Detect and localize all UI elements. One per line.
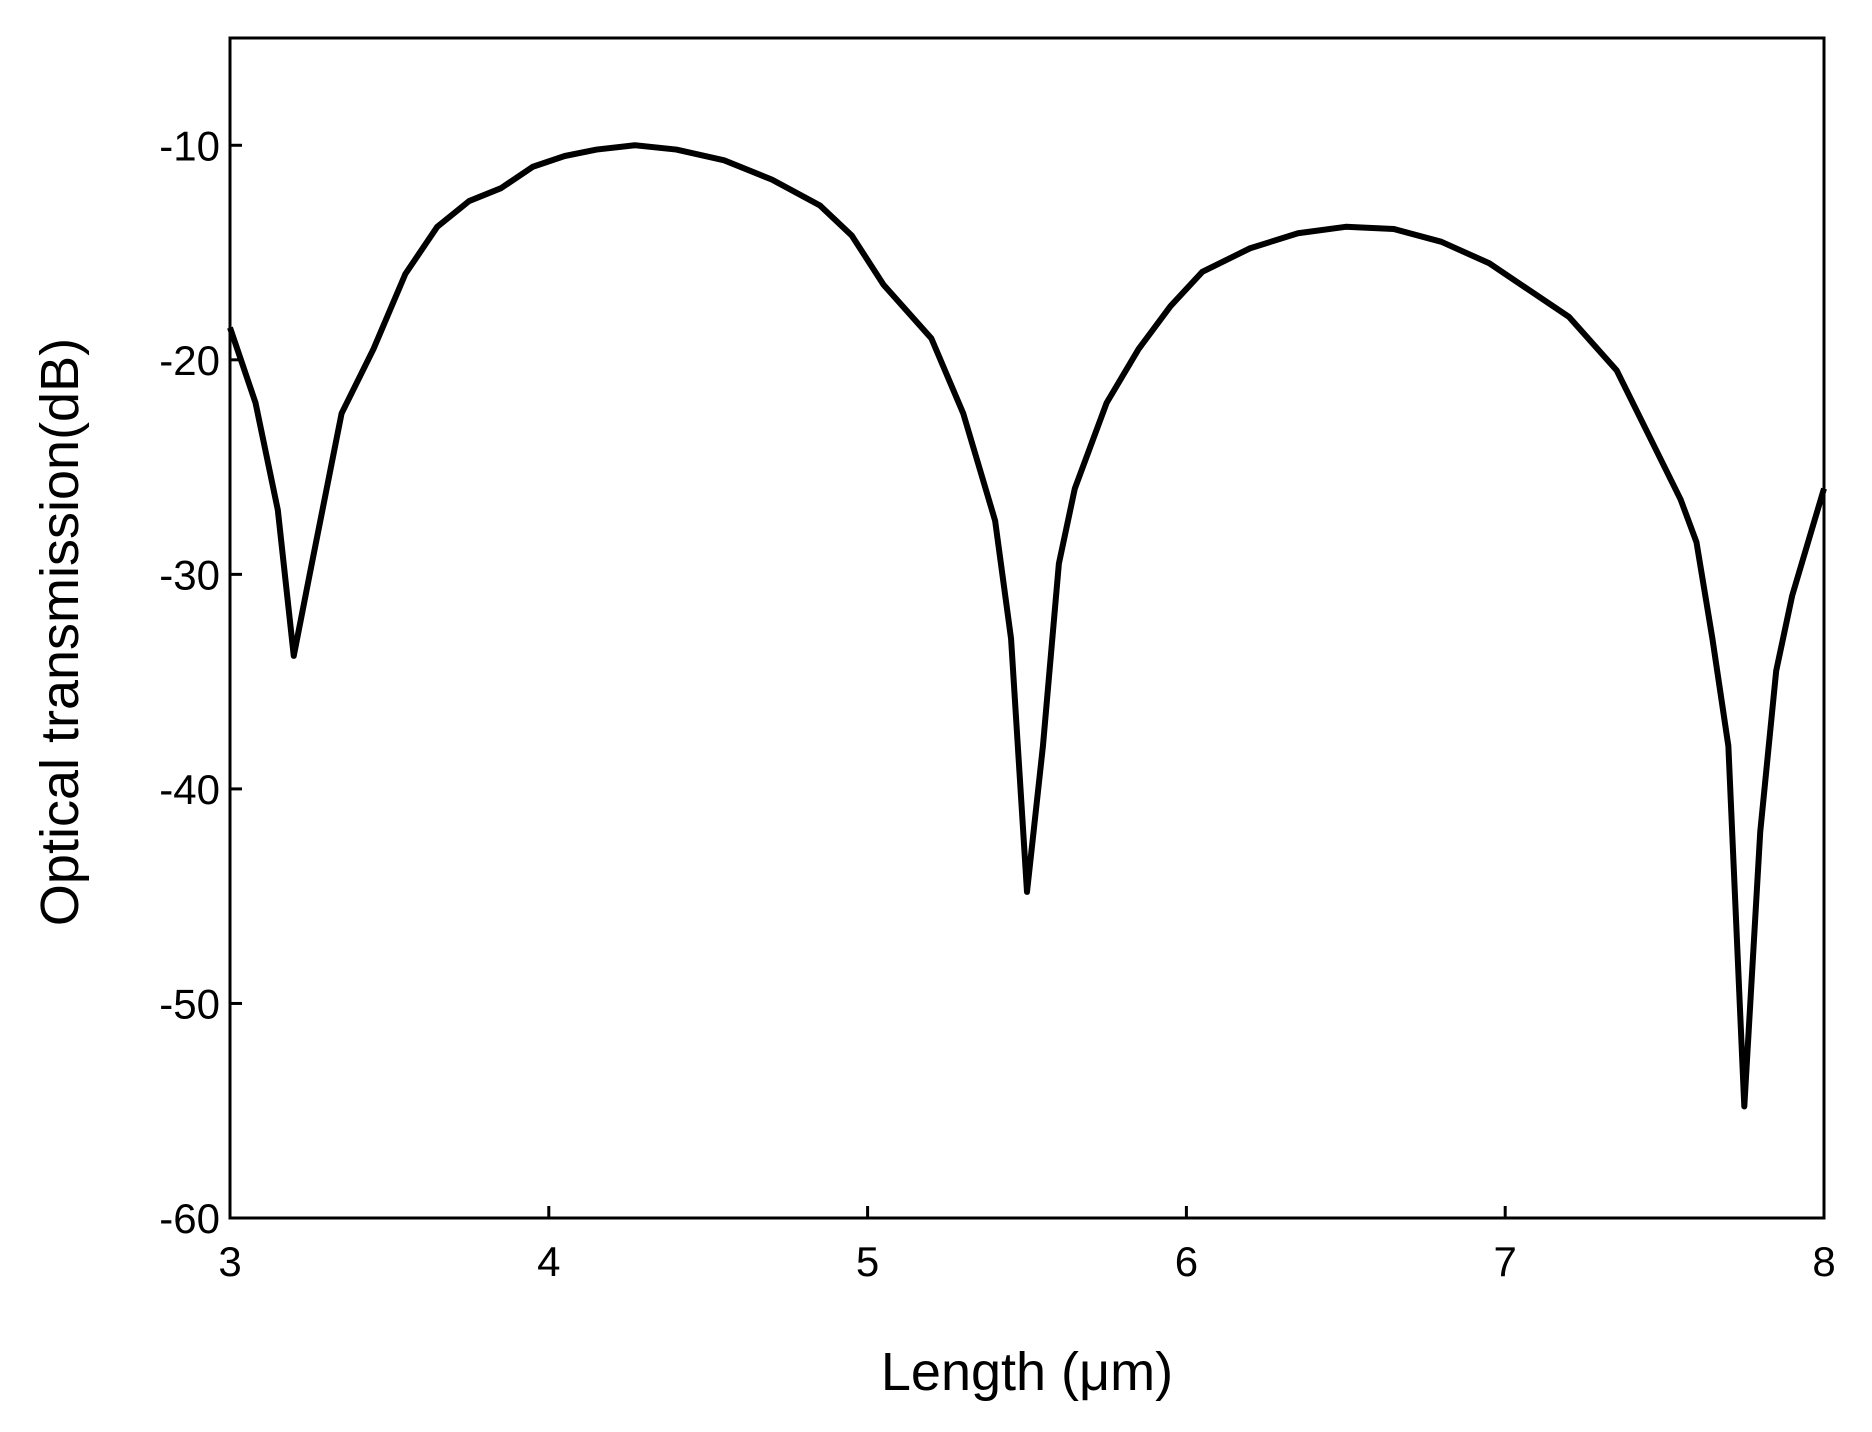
y-tick-label: -40 <box>159 766 220 813</box>
y-tick-label: -50 <box>159 980 220 1027</box>
data-line <box>227 142 1827 1110</box>
plot-frame <box>228 36 1826 1220</box>
y-tick-label: -60 <box>159 1195 220 1242</box>
x-tick-label: 5 <box>856 1238 879 1285</box>
y-axis-label: Optical transmission(dB) <box>30 338 90 926</box>
y-tick-label: -20 <box>159 337 220 384</box>
y-tick-label: -10 <box>159 122 220 169</box>
y-tick-label: -30 <box>159 551 220 598</box>
x-tick-label: 3 <box>218 1238 241 1285</box>
x-tick-label: 7 <box>1494 1238 1517 1285</box>
x-tick-label: 4 <box>537 1238 560 1285</box>
x-tick-label: 6 <box>1175 1238 1198 1285</box>
x-tick-label: 8 <box>1812 1238 1835 1285</box>
x-axis-label: Length (μm) <box>881 1342 1173 1402</box>
